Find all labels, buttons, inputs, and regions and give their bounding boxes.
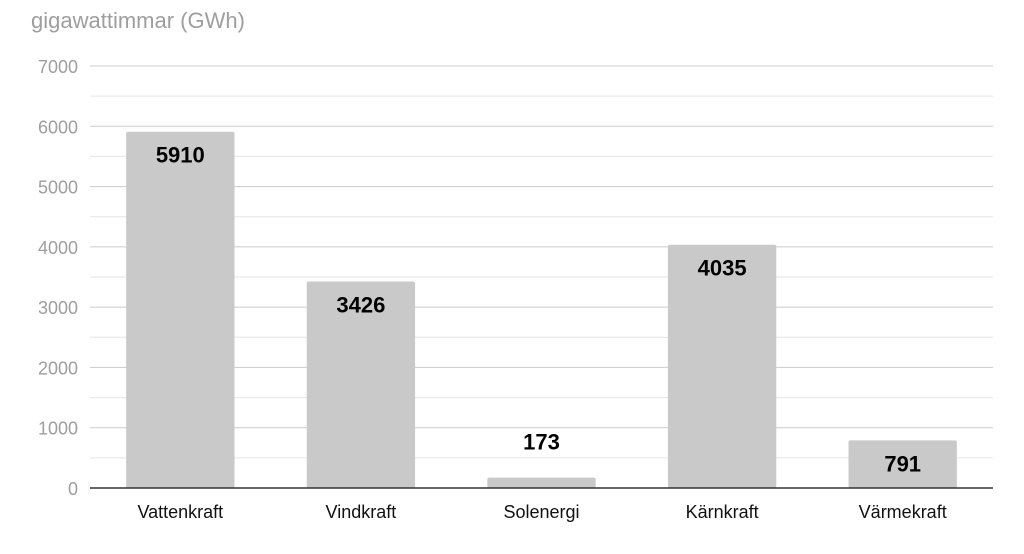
y-tick-label: 0	[68, 479, 78, 499]
data-label: 3426	[336, 292, 385, 317]
x-tick-label: Vattenkraft	[137, 502, 223, 522]
x-tick-label: Solenergi	[503, 502, 579, 522]
y-tick-label: 6000	[38, 117, 78, 137]
y-tick-label: 3000	[38, 298, 78, 318]
data-label: 5910	[156, 143, 205, 168]
bar	[306, 281, 416, 488]
bars	[126, 131, 957, 488]
x-tick-label: Värmekraft	[859, 502, 947, 522]
y-tick-label: 7000	[38, 57, 78, 77]
labels: 0 1000 2000 3000 4000 5000 6000 7000 5910 Vattenk…	[38, 57, 947, 522]
y-tick-label: 2000	[38, 358, 78, 378]
y-tick-label: 1000	[38, 419, 78, 439]
bar	[848, 440, 957, 488]
data-label: 791	[884, 451, 921, 476]
y-axis-label: gigawattimmar (GWh)	[31, 8, 245, 33]
x-tick-label: Kärnkraft	[686, 502, 759, 522]
bar	[667, 244, 777, 488]
y-tick-label: 4000	[38, 238, 78, 258]
bar	[126, 131, 235, 488]
data-label: 173	[523, 430, 560, 455]
bar	[487, 477, 596, 488]
x-tick-label: Vindkraft	[326, 502, 397, 522]
y-tick-label: 5000	[38, 178, 78, 198]
grid-lines	[90, 65, 993, 459]
data-label: 4035	[698, 256, 747, 281]
